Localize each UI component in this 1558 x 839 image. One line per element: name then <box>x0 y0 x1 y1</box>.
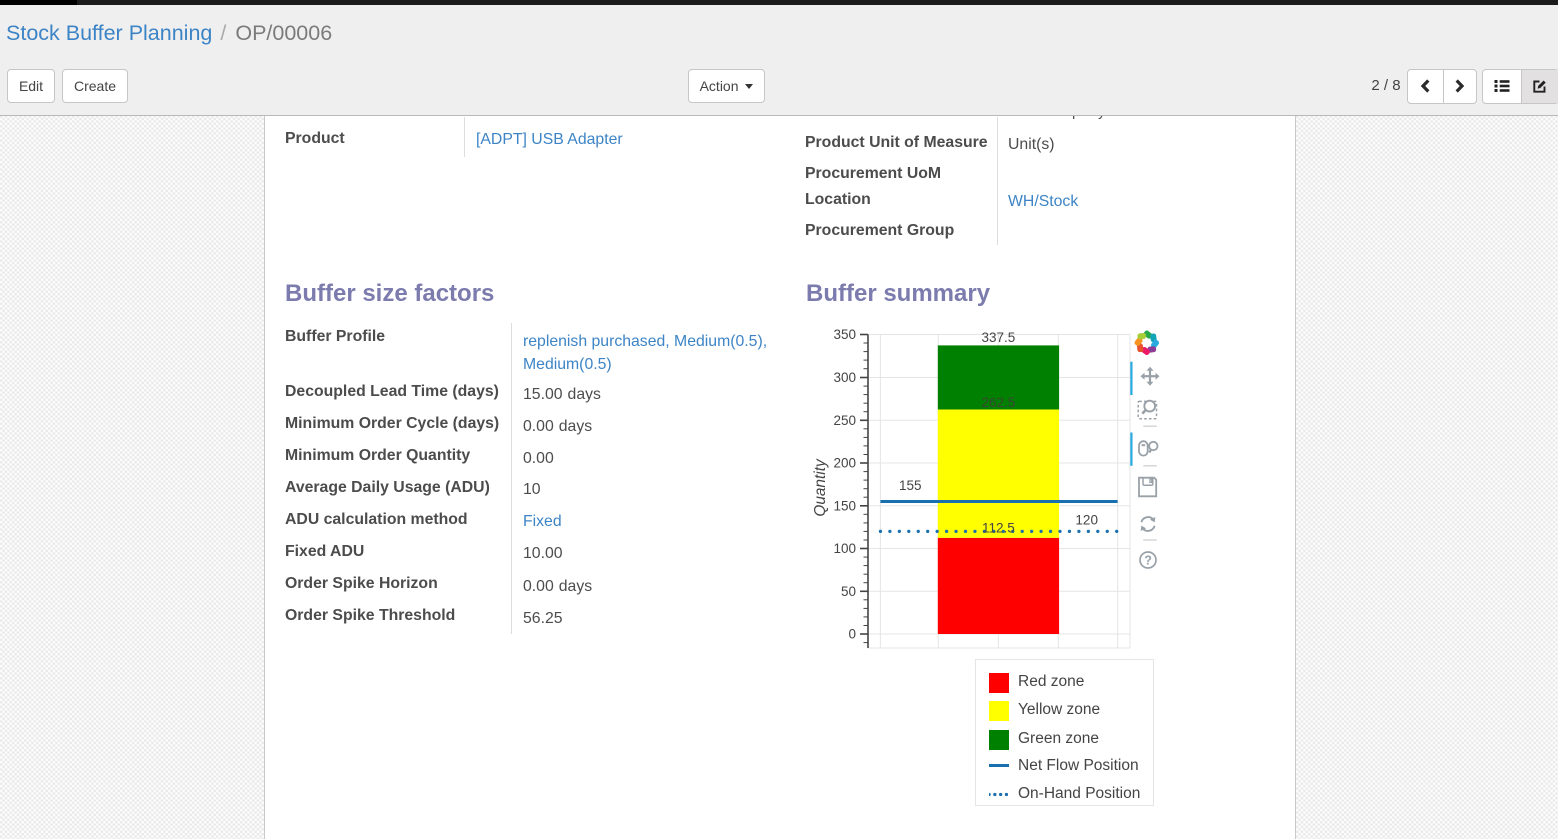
svg-text:250: 250 <box>833 413 856 428</box>
svg-text:350: 350 <box>833 327 856 342</box>
svg-text:?: ? <box>1144 554 1152 568</box>
svg-text:112.5: 112.5 <box>982 521 1015 536</box>
svg-text:50: 50 <box>841 584 856 599</box>
svg-text:150: 150 <box>833 498 856 513</box>
svg-text:120: 120 <box>1075 513 1098 528</box>
svg-text:337.5: 337.5 <box>982 330 1016 345</box>
svg-text:262.5: 262.5 <box>982 395 1016 410</box>
svg-text:300: 300 <box>833 370 856 385</box>
svg-text:200: 200 <box>833 456 856 471</box>
svg-text:Quantity: Quantity <box>812 458 829 517</box>
svg-text:0: 0 <box>848 627 856 642</box>
svg-text:100: 100 <box>833 541 856 556</box>
svg-text:155: 155 <box>899 478 922 493</box>
